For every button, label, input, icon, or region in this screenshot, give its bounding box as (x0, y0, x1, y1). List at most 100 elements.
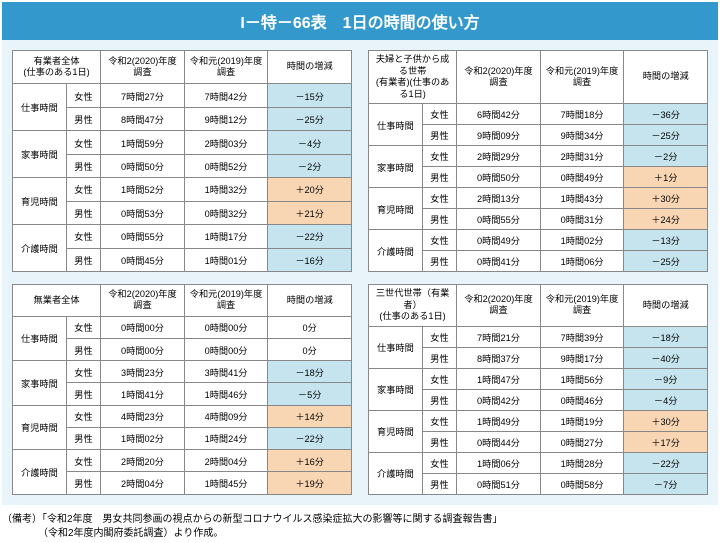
value-2020: 0時間45分 (101, 248, 185, 271)
value-2019: 3時間41分 (184, 361, 268, 383)
table-row: 家事時間女性3時間23分3時間41分－18分 (13, 361, 352, 383)
gender-cell: 男性 (422, 431, 456, 452)
category-cell: 家事時間 (13, 361, 67, 405)
diff-cell: －2分 (624, 146, 708, 167)
diff-cell: －4分 (624, 389, 708, 410)
gender-cell: 女性 (66, 225, 100, 248)
diff-cell: －18分 (268, 361, 352, 383)
value-2020: 0時間50分 (457, 167, 541, 188)
data-table: 三世代世帯（有業者）(仕事のある1日)令和2(2020)年度調査令和元(2019… (368, 284, 708, 495)
table-row: 仕事時間女性6時間42分7時間18分－36分 (369, 104, 708, 125)
gender-cell: 男性 (66, 201, 100, 224)
category-cell: 育児時間 (369, 410, 423, 452)
value-2019: 2時間03分 (184, 131, 268, 154)
value-2019: 0時間32分 (184, 201, 268, 224)
diff-cell: 0分 (268, 338, 352, 360)
value-2020: 1時間49分 (457, 410, 541, 431)
value-2019: 1時間46分 (184, 383, 268, 405)
value-2019: 0時間00分 (184, 316, 268, 338)
value-2019: 0時間52分 (184, 154, 268, 177)
category-cell: 仕事時間 (13, 84, 67, 131)
diff-cell: ＋30分 (624, 410, 708, 431)
gender-cell: 男性 (422, 251, 456, 272)
value-2019: 0時間49分 (540, 167, 624, 188)
value-2020: 3時間23分 (101, 361, 185, 383)
diff-cell: －22分 (624, 452, 708, 473)
table-row: 家事時間女性1時間47分1時間56分－9分 (369, 368, 708, 389)
value-2019: 0時間58分 (540, 473, 624, 494)
value-2020: 0時間42分 (457, 389, 541, 410)
gender-cell: 女性 (422, 368, 456, 389)
value-2020: 1時間59分 (101, 131, 185, 154)
value-2020: 2時間29分 (457, 146, 541, 167)
column-2019: 令和元(2019)年度調査 (184, 285, 268, 317)
gender-cell: 女性 (66, 316, 100, 338)
table-row: 仕事時間女性0時間00分0時間00分0分 (13, 316, 352, 338)
gender-cell: 女性 (422, 452, 456, 473)
column-2020: 令和2(2020)年度調査 (101, 51, 185, 84)
category-cell: 家事時間 (369, 146, 423, 188)
table-row: 家事時間女性1時間59分2時間03分－4分 (13, 131, 352, 154)
column-diff: 時間の増減 (268, 51, 352, 84)
category-cell: 仕事時間 (369, 104, 423, 146)
value-2020: 0時間41分 (457, 251, 541, 272)
gender-cell: 男性 (422, 389, 456, 410)
value-2019: 7時間18分 (540, 104, 624, 125)
column-diff: 時間の増減 (268, 285, 352, 317)
diff-cell: ＋14分 (268, 405, 352, 427)
gender-cell: 男性 (422, 167, 456, 188)
value-2020: 0時間49分 (457, 230, 541, 251)
diff-cell: －13分 (624, 230, 708, 251)
column-2020: 令和2(2020)年度調査 (101, 285, 185, 317)
column-2020: 令和2(2020)年度調査 (457, 285, 541, 327)
value-2020: 2時間20分 (101, 450, 185, 472)
category-cell: 介護時間 (13, 450, 67, 494)
table-row: 仕事時間女性7時間21分7時間39分－18分 (369, 326, 708, 347)
table-row: 育児時間女性1時間49分1時間19分＋30分 (369, 410, 708, 431)
value-2019: 9時間17分 (540, 347, 624, 368)
diff-cell: ＋16分 (268, 450, 352, 472)
gender-cell: 女性 (66, 131, 100, 154)
table-row: 介護時間女性0時間55分1時間17分－22分 (13, 225, 352, 248)
data-table: 無業者全体令和2(2020)年度調査令和元(2019)年度調査時間の増減仕事時間… (12, 284, 352, 495)
diff-cell: ＋30分 (624, 188, 708, 209)
value-2020: 1時間06分 (457, 452, 541, 473)
gender-cell: 男性 (66, 472, 100, 494)
gender-cell: 女性 (66, 405, 100, 427)
value-2020: 1時間52分 (101, 178, 185, 201)
diff-cell: －25分 (624, 251, 708, 272)
data-table: 有業者全体(仕事のある1日)令和2(2020)年度調査令和元(2019)年度調査… (12, 50, 352, 272)
table-row: 介護時間女性0時間49分1時間02分－13分 (369, 230, 708, 251)
value-2019: 1時間02分 (540, 230, 624, 251)
value-2019: 1時間06分 (540, 251, 624, 272)
column-diff: 時間の増減 (624, 51, 708, 104)
table-row: 家事時間女性2時間29分2時間31分－2分 (369, 146, 708, 167)
diff-cell: －25分 (624, 125, 708, 146)
gender-cell: 男性 (422, 209, 456, 230)
note-line-2: （令和2年度内閣府委託調査）より作成。 (2, 527, 718, 541)
category-cell: 仕事時間 (13, 316, 67, 360)
diff-cell: ＋17分 (624, 431, 708, 452)
table-row: 育児時間女性4時間23分4時間09分＋14分 (13, 405, 352, 427)
gender-cell: 女性 (422, 188, 456, 209)
diff-cell: ＋1分 (624, 167, 708, 188)
gender-cell: 女性 (422, 146, 456, 167)
table-label: 無業者全体 (13, 285, 101, 317)
column-2020: 令和2(2020)年度調査 (457, 51, 541, 104)
diff-cell: －4分 (268, 131, 352, 154)
table-label: 有業者全体(仕事のある1日) (13, 51, 101, 84)
diff-cell: －7分 (624, 473, 708, 494)
gender-cell: 女性 (422, 410, 456, 431)
diff-cell: －22分 (268, 427, 352, 449)
gender-cell: 男性 (66, 338, 100, 360)
value-2020: 6時間42分 (457, 104, 541, 125)
value-2020: 1時間47分 (457, 368, 541, 389)
value-2020: 4時間23分 (101, 405, 185, 427)
value-2020: 0時間44分 (457, 431, 541, 452)
value-2020: 9時間09分 (457, 125, 541, 146)
diff-cell: －16分 (268, 248, 352, 271)
value-2019: 0時間31分 (540, 209, 624, 230)
value-2019: 1時間17分 (184, 225, 268, 248)
diff-cell: －2分 (268, 154, 352, 177)
value-2020: 0時間53分 (101, 201, 185, 224)
